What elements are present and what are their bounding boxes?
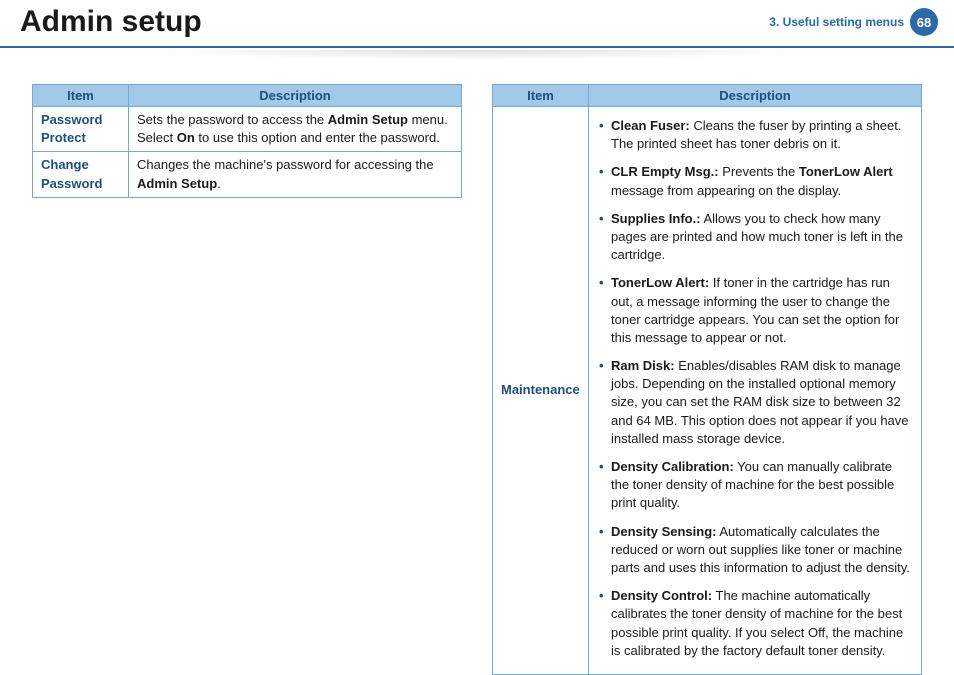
item-cell: Change Password xyxy=(33,152,129,197)
list-item: CLR Empty Msg.: Prevents the TonerLow Al… xyxy=(597,163,913,199)
page-header: Admin setup 3. Useful setting menus 68 xyxy=(0,0,954,48)
chapter-label: 3. Useful setting menus xyxy=(769,15,904,29)
header-shadow xyxy=(130,50,824,60)
list-item: Density Calibration: You can manually ca… xyxy=(597,458,913,513)
list-item: Density Sensing: Automatically calculate… xyxy=(597,523,913,578)
col-header-item: Item xyxy=(33,85,129,107)
table-row: Password ProtectSets the password to acc… xyxy=(33,107,462,152)
description-cell: Changes the machine's password for acces… xyxy=(129,152,462,197)
list-item: Supplies Info.: Allows you to check how … xyxy=(597,210,913,265)
table-row: Change PasswordChanges the machine's pas… xyxy=(33,152,462,197)
left-column: Item Description Password ProtectSets th… xyxy=(32,84,462,665)
item-cell: Password Protect xyxy=(33,107,129,152)
col-header-description: Description xyxy=(589,85,922,107)
list-item: Clean Fuser: Cleans the fuser by printin… xyxy=(597,117,913,153)
col-header-description: Description xyxy=(129,85,462,107)
content-area: Item Description Password ProtectSets th… xyxy=(32,84,922,665)
page-number-badge: 68 xyxy=(910,8,938,36)
list-item: Density Control: The machine automatical… xyxy=(597,587,913,660)
bullet-list: Clean Fuser: Cleans the fuser by printin… xyxy=(597,117,913,660)
description-cell: Sets the password to access the Admin Se… xyxy=(129,107,462,152)
list-item: Ram Disk: Enables/disables RAM disk to m… xyxy=(597,357,913,448)
list-item: TonerLow Alert: If toner in the cartridg… xyxy=(597,274,913,347)
right-table: Item Description MaintenanceClean Fuser:… xyxy=(492,84,922,675)
table-row: MaintenanceClean Fuser: Cleans the fuser… xyxy=(493,107,922,675)
header-right: 3. Useful setting menus 68 xyxy=(769,8,938,36)
right-column: Item Description MaintenanceClean Fuser:… xyxy=(492,84,922,665)
left-table: Item Description Password ProtectSets th… xyxy=(32,84,462,198)
col-header-item: Item xyxy=(493,85,589,107)
description-cell: Clean Fuser: Cleans the fuser by printin… xyxy=(589,107,922,675)
item-cell: Maintenance xyxy=(493,107,589,675)
